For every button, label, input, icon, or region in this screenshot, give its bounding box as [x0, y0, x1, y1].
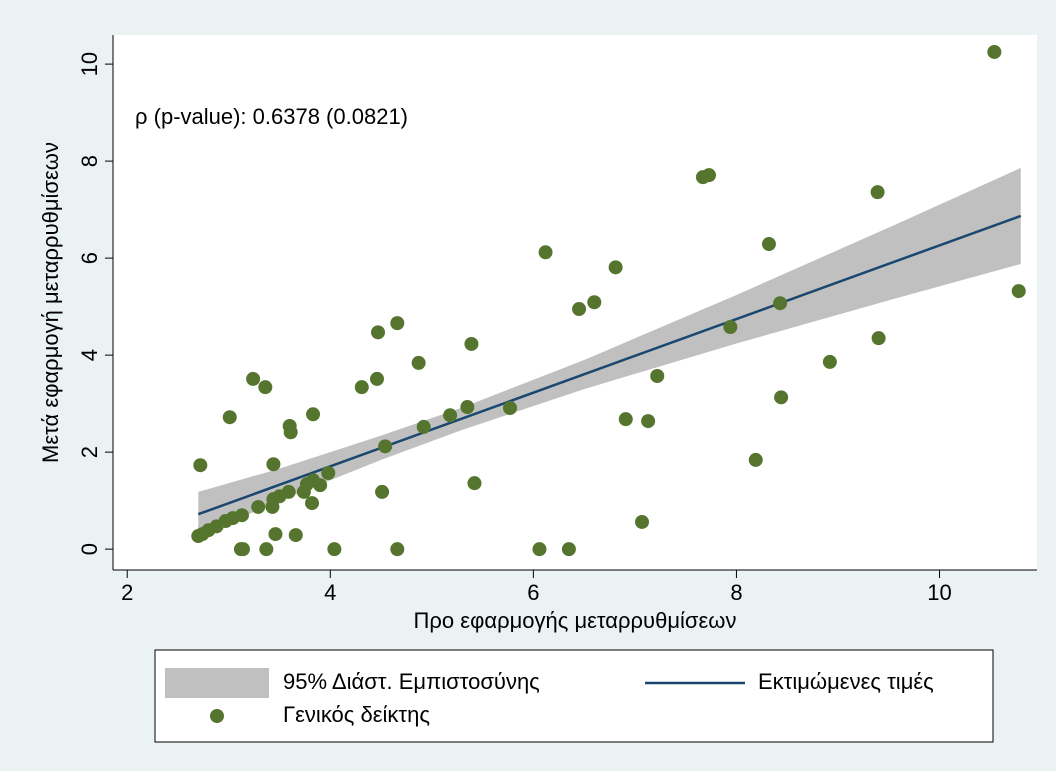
point [266, 457, 281, 472]
point [390, 542, 405, 557]
annotation: ρ (p-value): 0.6378 (0.0821) [135, 104, 408, 129]
point [870, 185, 885, 200]
point [773, 296, 788, 311]
point [443, 408, 458, 423]
x-tick-label: 8 [730, 580, 742, 605]
point [695, 170, 710, 185]
point [572, 302, 587, 317]
y-tick-label: 8 [77, 155, 102, 167]
point [235, 542, 250, 557]
x-tick-label: 4 [324, 580, 336, 605]
y-tick-label: 10 [77, 52, 102, 76]
point [321, 465, 336, 480]
point [538, 245, 553, 260]
point [296, 484, 311, 499]
point [411, 355, 426, 370]
legend-label: Εκτιμώμενες τιμές [758, 669, 934, 694]
legend-box [154, 649, 994, 743]
point [416, 419, 431, 434]
point [251, 499, 266, 514]
point [987, 44, 1002, 59]
point [635, 514, 650, 529]
point [313, 478, 328, 493]
point [288, 528, 303, 543]
point [503, 400, 518, 415]
legend-swatch [165, 668, 269, 698]
point [371, 325, 386, 340]
point [193, 458, 208, 473]
point [305, 496, 320, 511]
x-axis-title: Προ εφαρμογής μεταρρυθμίσεων [414, 608, 737, 633]
point [375, 484, 390, 499]
point [650, 368, 665, 383]
point [283, 425, 298, 440]
x-tick-label: 6 [527, 580, 539, 605]
x-tick-label: 2 [121, 580, 133, 605]
point [259, 542, 274, 557]
point [822, 354, 837, 369]
point [871, 331, 886, 346]
confidence-band [198, 167, 1021, 537]
point [258, 380, 273, 395]
point [265, 499, 280, 514]
legend-label: 95% Διάστ. Εμπιστοσύνης [283, 669, 540, 694]
y-tick-label: 6 [77, 252, 102, 264]
point [306, 407, 321, 422]
point [561, 542, 576, 557]
point [464, 336, 479, 351]
point [1011, 284, 1026, 299]
point [748, 452, 763, 467]
point [608, 260, 623, 275]
y-tick-label: 2 [77, 446, 102, 458]
point [467, 476, 482, 491]
point [587, 295, 602, 310]
point [460, 400, 475, 415]
point [641, 414, 656, 429]
point [761, 237, 776, 252]
point [370, 371, 384, 386]
y-tick-label: 4 [77, 349, 102, 361]
legend-label: Γενικός δείκτης [283, 702, 430, 727]
point [246, 371, 261, 386]
y-axis-title: Μετά εφαρμογή μεταρρυθμίσεων [38, 142, 63, 463]
x-tick-label: 10 [927, 580, 951, 605]
point [532, 542, 547, 557]
y-tick-label: 0 [77, 543, 102, 555]
point [222, 410, 237, 425]
point [191, 529, 206, 544]
point [774, 390, 789, 405]
point [354, 380, 369, 395]
point [723, 319, 738, 334]
point [390, 316, 405, 331]
legend-swatch [210, 709, 224, 723]
point [618, 412, 633, 427]
point [268, 527, 283, 542]
fit-line [197, 214, 1022, 516]
point [378, 439, 393, 454]
point [327, 542, 342, 557]
